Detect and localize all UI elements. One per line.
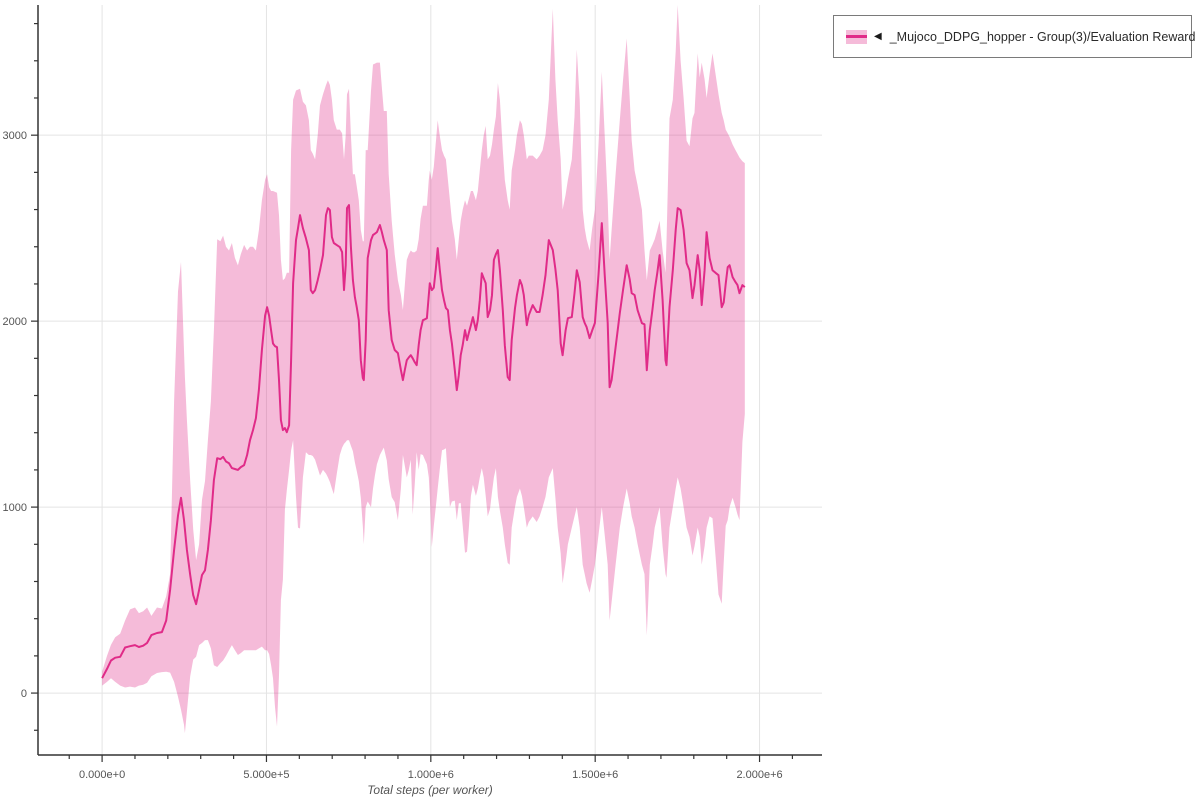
legend-series-swatch-icon	[846, 29, 867, 44]
y-tick-label: 2000	[3, 316, 27, 328]
y-tick-label: 0	[21, 688, 27, 700]
legend[interactable]: ◀ _Mujoco_DDPG_hopper - Group(3)/Evaluat…	[833, 15, 1195, 58]
y-tick-label: 3000	[3, 130, 27, 142]
x-tick-label: 0.000e+0	[79, 769, 125, 781]
confidence-band	[102, 5, 745, 734]
y-tick-label: 1000	[3, 502, 27, 514]
x-tick-label: 1.000e+6	[408, 769, 454, 781]
mean-reward-line[interactable]	[101, 204, 746, 679]
x-tick-label: 1.500e+6	[572, 769, 618, 781]
x-tick-label: 2.000e+6	[736, 769, 782, 781]
x-axis-title: Total steps (per worker)	[367, 783, 493, 797]
plot-area[interactable]	[38, 5, 822, 755]
legend-series-label: _Mujoco_DDPG_hopper - Group(3)/Evaluatio…	[889, 29, 1196, 44]
legend-collapse-icon[interactable]: ◀	[874, 31, 882, 42]
x-tick-label: 5.000e+5	[243, 769, 289, 781]
line-color-chip	[846, 34, 867, 38]
